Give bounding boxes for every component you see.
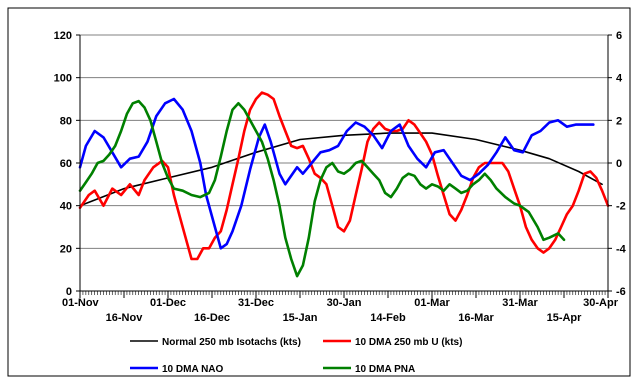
left-tick-label: 40 (60, 201, 72, 213)
x-tick-label: 16-Nov (106, 312, 144, 324)
left-tick-label: 100 (54, 73, 72, 85)
left-tick-label: 80 (60, 115, 72, 127)
legend-label: 10 DMA PNA (355, 364, 415, 375)
series-line (78, 91, 610, 261)
x-tick-label: 01-Nov (62, 297, 100, 309)
x-tick-label: 16-Mar (458, 312, 494, 324)
legend-label: 10 DMA 250 mb U (kts) (355, 337, 462, 348)
right-tick-label: 6 (616, 30, 622, 42)
legend-label: 10 DMA NAO (162, 364, 224, 375)
x-tick-label: 30-Jan (327, 297, 362, 309)
axes: 0 20 40 60 80 100 120 -6 -4 -2 0 2 4 6 01-Nov 01-Dec 31-… (54, 30, 627, 324)
left-tick-label: 60 (60, 158, 72, 170)
series-line (78, 97, 595, 250)
x-tick-label: 16-Dec (194, 312, 230, 324)
right-tick-label: -4 (616, 243, 627, 255)
x-tick-label: 15-Jan (283, 312, 318, 324)
chart-frame (7, 7, 631, 377)
legend-label: Normal 250 mb Isotachs (kts) (162, 337, 301, 348)
left-tick-label: 0 (66, 286, 72, 298)
right-tick-label: 0 (616, 158, 622, 170)
x-tick-label: 01-Mar (414, 297, 450, 309)
right-tick-label: 4 (616, 73, 623, 85)
x-tick-label: 31-Mar (502, 297, 538, 309)
right-tick-label: -2 (616, 201, 626, 213)
series-line (78, 99, 566, 278)
x-tick-label: 30-Apr (583, 297, 619, 309)
x-tick-label: 01-Dec (150, 297, 186, 309)
right-tick-label: 2 (616, 115, 622, 127)
x-tick-label: 15-Apr (547, 312, 583, 324)
series-layer (78, 91, 610, 278)
right-tick-label: -6 (616, 286, 626, 298)
x-tick-label: 31-Dec (238, 297, 274, 309)
left-tick-label: 120 (54, 30, 72, 42)
left-tick-label: 20 (60, 243, 72, 255)
x-tick-label: 14-Feb (370, 312, 406, 324)
legend: Normal 250 mb Isotachs (kts) 10 DMA 250 m… (130, 337, 462, 375)
series-line (79, 132, 603, 207)
